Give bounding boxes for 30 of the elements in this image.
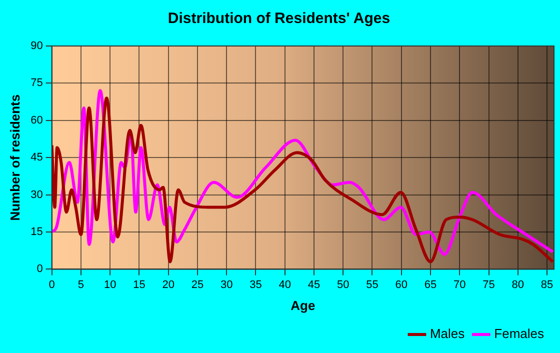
x-tick-label: 25 [191, 278, 204, 291]
x-tick-label: 15 [133, 278, 146, 291]
x-tick-label: 60 [395, 278, 408, 291]
x-axis-title: Age [290, 298, 316, 313]
x-tick-label: 0 [48, 278, 55, 291]
x-tick-label: 70 [454, 278, 466, 291]
x-tick-label: 30 [220, 278, 233, 291]
legend-label: Females [494, 326, 544, 342]
y-tick-label: 75 [30, 77, 43, 90]
y-tick-label: 60 [30, 114, 43, 126]
y-tick-label: 15 [30, 226, 43, 238]
x-tick-label: 5 [78, 278, 84, 291]
y-tick-label: 45 [30, 152, 43, 164]
y-axis-title: Number of residents [7, 94, 22, 221]
x-tick-label: 40 [278, 278, 291, 291]
x-tick-label: 80 [512, 278, 524, 291]
x-tick-label: 10 [104, 278, 116, 291]
x-tick-label: 45 [308, 278, 320, 291]
chart-title: Distribution of Residents' Ages [168, 10, 390, 28]
x-tick-label: 85 [540, 278, 554, 291]
y-tick-label: 90 [30, 40, 43, 52]
x-tick-label: 55 [366, 278, 378, 291]
x-tick-label: 35 [250, 278, 262, 291]
y-tick-label: 0 [36, 263, 43, 276]
y-tick-label: 30 [30, 188, 43, 201]
x-tick-label: 75 [482, 278, 495, 291]
x-tick-label: 65 [424, 278, 437, 291]
legend-label: Males [430, 326, 466, 342]
x-tick-label: 20 [162, 278, 174, 291]
x-tick-label: 50 [336, 278, 350, 291]
